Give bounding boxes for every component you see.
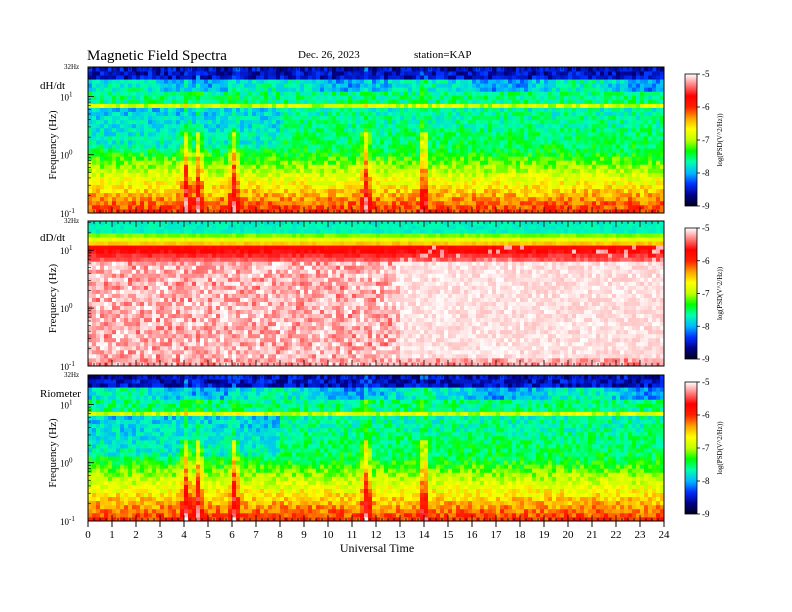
y-axis-label: Frequency (Hz) [47, 418, 59, 488]
colorbar-dd-dt: -5 -6 -7 -8 -9 [684, 223, 710, 364]
x-tick-label: 23 [635, 529, 647, 541]
x-axis-label: Universal Time [340, 541, 414, 555]
top-freq-label: 32Hz [64, 217, 79, 225]
x-tick-label: 4 [181, 529, 187, 541]
colorbar-tick-label: -5 [702, 223, 710, 233]
spectrogram-riometer [88, 375, 665, 522]
y-tick-label: 100 [60, 302, 73, 314]
colorbar-tick-label: -9 [702, 354, 710, 364]
x-tick-label: 7 [253, 529, 259, 541]
x-tick-label: 15 [443, 529, 455, 541]
x-tick-label: 14 [419, 529, 431, 541]
colorbar-tick-label: -7 [702, 289, 710, 299]
y-tick-label: 101 [60, 398, 73, 410]
colorbar-label: log(PSD(V^2/Hz)) [716, 113, 724, 167]
y-axis-label: Frequency (Hz) [47, 264, 59, 334]
x-tick-label: 24 [659, 529, 671, 541]
colorbar-tick-label: -8 [702, 321, 710, 331]
x-tick-label: 17 [491, 529, 503, 541]
x-tick-label: 10 [323, 529, 335, 541]
panel-label-riometer: Riometer [40, 388, 81, 400]
x-tick-label: 13 [395, 529, 407, 541]
colorbar-tick-label: -7 [702, 135, 710, 145]
top-freq-label: 32Hz [64, 371, 79, 379]
colorbar-riometer: -5 -6 -7 -8 -9 [684, 377, 710, 519]
y-tick-label: 101 [60, 244, 73, 256]
colorbar-tick-label: -6 [702, 102, 710, 112]
colorbar-tick-label: -5 [702, 69, 710, 79]
colorbar-label: log(PSD(V^2/Hz)) [716, 266, 724, 320]
x-tick-label: 11 [347, 529, 358, 541]
x-tick-label: 20 [563, 529, 575, 541]
colorbar-scale [684, 73, 698, 207]
x-tick-label: 0 [85, 529, 91, 541]
x-tick-label: 6 [229, 529, 235, 541]
colorbar-tick-label: -9 [702, 509, 710, 519]
colorbar-scale [684, 381, 698, 515]
x-tick-label: 16 [467, 529, 479, 541]
x-tick-label: 9 [301, 529, 307, 541]
x-tick-label: 19 [539, 529, 551, 541]
colorbar-tick-label: -8 [702, 168, 710, 178]
figure-station: station=KAP [414, 49, 472, 61]
spectrogram-dd-dt [88, 221, 665, 367]
colorbar-tick-label: -6 [702, 410, 710, 420]
x-tick-label: 5 [205, 529, 211, 541]
x-tick-label: 2 [133, 529, 139, 541]
x-tick-label: 3 [157, 529, 163, 541]
spectrogram-dh-dt [88, 67, 665, 214]
y-axis-label: Frequency (Hz) [47, 110, 59, 180]
colorbar-scale [684, 227, 698, 360]
panel-label-dd-dt: dD/dt [40, 232, 65, 244]
colorbar-dh-dt: -5 -6 -7 -8 -9 [684, 69, 710, 211]
panel-label-dh-dt: dH/dt [40, 80, 65, 92]
figure-date: Dec. 26, 2023 [298, 49, 360, 61]
colorbar-tick-label: -6 [702, 256, 710, 266]
x-tick-label: 12 [371, 529, 382, 541]
y-tick-label: 100 [60, 457, 73, 469]
x-tick-label: 1 [109, 529, 115, 541]
colorbar-tick-label: -5 [702, 377, 710, 387]
colorbar-label: log(PSD(V^2/Hz)) [716, 421, 724, 475]
colorbar-tick-label: -8 [702, 476, 710, 486]
y-tick-label: 100 [60, 149, 73, 161]
x-tick-label: 21 [587, 529, 598, 541]
x-tick-label: 8 [277, 529, 283, 541]
y-tick-label: 101 [60, 90, 73, 102]
top-freq-label: 32Hz [64, 63, 79, 71]
x-axis: 0 1 2 3 4 5 6 7 8 9 10 11 12 13 14 15 16 17 18 19 20 21 22 23 24 [85, 521, 670, 541]
x-tick-label: 22 [611, 529, 622, 541]
x-tick-label: 18 [515, 529, 527, 541]
colorbar-tick-label: -7 [702, 443, 710, 453]
colorbar-tick-label: -9 [702, 201, 710, 211]
figure-title: Magnetic Field Spectra [87, 48, 227, 64]
y-tick-label: 10-1 [60, 515, 75, 527]
